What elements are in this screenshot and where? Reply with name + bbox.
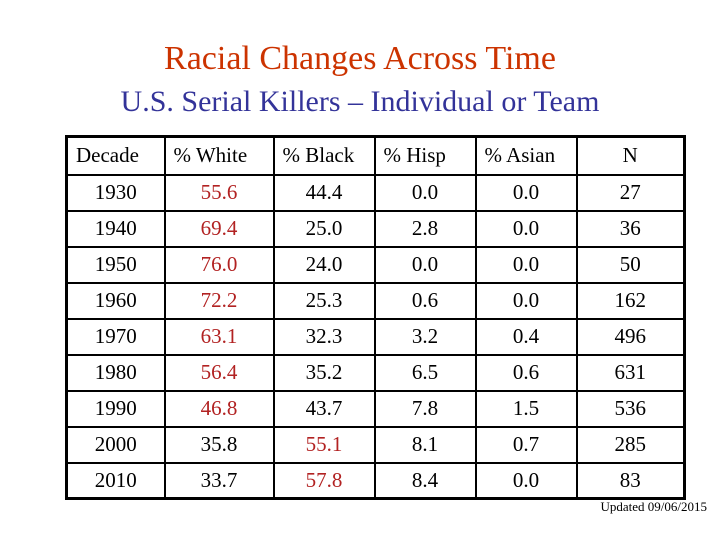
cell-n: 27 — [575, 173, 686, 212]
cell-pct-asian: 0.0 — [474, 173, 578, 212]
cell-pct-asian: 0.4 — [474, 317, 578, 356]
cell-decade: 1930 — [65, 173, 166, 212]
cell-pct-asian: 0.0 — [474, 245, 578, 284]
cell-pct-hisp: 3.2 — [373, 317, 477, 356]
cell-pct-asian: 0.0 — [474, 281, 578, 320]
col-header-pct-white: % White — [163, 135, 275, 176]
table-row: 1950 76.0 24.0 0.0 0.0 50 — [65, 245, 686, 284]
cell-n: 50 — [575, 245, 686, 284]
cell-pct-hisp: 8.1 — [373, 425, 477, 464]
cell-pct-black: 25.3 — [272, 281, 376, 320]
cell-pct-white: 56.4 — [163, 353, 275, 392]
table-row: 1970 63.1 32.3 3.2 0.4 496 — [65, 317, 686, 356]
table-row: 2010 33.7 57.8 8.4 0.0 83 — [65, 461, 686, 500]
cell-n: 162 — [575, 281, 686, 320]
cell-pct-hisp: 0.6 — [373, 281, 477, 320]
cell-pct-asian: 0.0 — [474, 461, 578, 500]
cell-pct-black: 57.8 — [272, 461, 376, 500]
cell-pct-white: 33.7 — [163, 461, 275, 500]
cell-pct-white: 72.2 — [163, 281, 275, 320]
cell-decade: 1970 — [65, 317, 166, 356]
col-header-decade: Decade — [65, 135, 166, 176]
cell-n: 83 — [575, 461, 686, 500]
cell-decade: 1950 — [65, 245, 166, 284]
cell-n: 36 — [575, 209, 686, 248]
cell-pct-hisp: 8.4 — [373, 461, 477, 500]
cell-pct-hisp: 0.0 — [373, 245, 477, 284]
table-row: 1930 55.6 44.4 0.0 0.0 27 — [65, 173, 686, 212]
cell-decade: 1980 — [65, 353, 166, 392]
cell-pct-black: 35.2 — [272, 353, 376, 392]
cell-pct-white: 35.8 — [163, 425, 275, 464]
cell-pct-black: 44.4 — [272, 173, 376, 212]
cell-pct-asian: 0.0 — [474, 209, 578, 248]
cell-pct-white: 46.8 — [163, 389, 275, 428]
col-header-pct-asian: % Asian — [474, 135, 578, 176]
cell-decade: 1990 — [65, 389, 166, 428]
slide-subtitle: U.S. Serial Killers – Individual or Team — [120, 85, 600, 118]
cell-n: 285 — [575, 425, 686, 464]
slide-title: Racial Changes Across Time — [164, 40, 556, 77]
cell-pct-black: 24.0 — [272, 245, 376, 284]
cell-pct-hisp: 7.8 — [373, 389, 477, 428]
cell-decade: 2010 — [65, 461, 166, 500]
table-row: 2000 35.8 55.1 8.1 0.7 285 — [65, 425, 686, 464]
cell-pct-asian: 0.6 — [474, 353, 578, 392]
table-row: 1990 46.8 43.7 7.8 1.5 536 — [65, 389, 686, 428]
cell-n: 536 — [575, 389, 686, 428]
cell-pct-white: 69.4 — [163, 209, 275, 248]
cell-n: 496 — [575, 317, 686, 356]
table-row: 1940 69.4 25.0 2.8 0.0 36 — [65, 209, 686, 248]
cell-pct-asian: 1.5 — [474, 389, 578, 428]
col-header-pct-black: % Black — [272, 135, 376, 176]
cell-decade: 2000 — [65, 425, 166, 464]
cell-pct-asian: 0.7 — [474, 425, 578, 464]
cell-pct-white: 76.0 — [163, 245, 275, 284]
cell-pct-hisp: 2.8 — [373, 209, 477, 248]
cell-pct-hisp: 0.0 — [373, 173, 477, 212]
cell-pct-hisp: 6.5 — [373, 353, 477, 392]
cell-decade: 1940 — [65, 209, 166, 248]
cell-n: 631 — [575, 353, 686, 392]
cell-pct-black: 25.0 — [272, 209, 376, 248]
racial-changes-table: Decade % White % Black % Hisp % Asian N … — [65, 135, 686, 500]
cell-pct-black: 32.3 — [272, 317, 376, 356]
updated-note: Updated 09/06/2015 — [600, 499, 707, 514]
cell-decade: 1960 — [65, 281, 166, 320]
col-header-pct-hisp: % Hisp — [373, 135, 477, 176]
cell-pct-white: 63.1 — [163, 317, 275, 356]
col-header-n: N — [575, 135, 686, 176]
table-row: 1960 72.2 25.3 0.6 0.0 162 — [65, 281, 686, 320]
cell-pct-white: 55.6 — [163, 173, 275, 212]
table-row: 1980 56.4 35.2 6.5 0.6 631 — [65, 353, 686, 392]
cell-pct-black: 55.1 — [272, 425, 376, 464]
cell-pct-black: 43.7 — [272, 389, 376, 428]
table-header-row: Decade % White % Black % Hisp % Asian N — [65, 135, 686, 176]
